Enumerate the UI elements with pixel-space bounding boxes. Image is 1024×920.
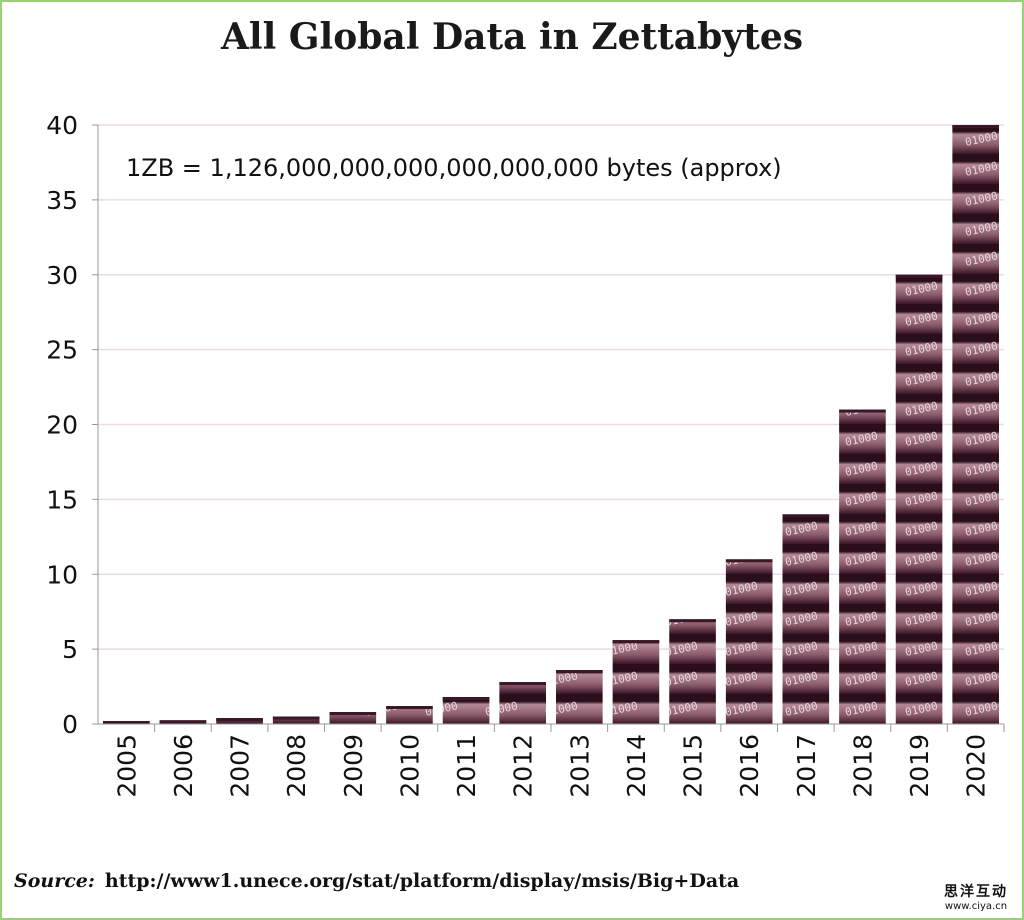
source-label: Source: [14,870,95,892]
watermark-line1: 思洋互动 [944,884,1008,900]
bar-chart: 01000 0510152025303540200520062007200820… [46,111,1005,798]
x-tick-label: 2018 [848,734,877,798]
x-tick-label: 2008 [282,734,311,798]
bar-2012 [499,682,546,724]
bar-2013 [556,670,603,724]
bar-top-2016 [725,559,773,563]
watermark: 思洋互动 www.ciya.cn [944,881,1008,912]
bar-top-2012 [499,682,546,686]
bar-top-2018 [839,409,886,413]
y-tick-label: 40 [46,111,78,140]
x-tick-label: 2014 [622,734,651,798]
x-tick-label: 2020 [962,734,991,798]
bar-top-2008 [272,716,320,720]
y-tick-label: 10 [46,560,78,589]
bar-top-2005 [103,721,150,725]
bar-top-2015 [669,619,716,623]
watermark-line2: www.ciya.cn [944,901,1008,912]
bar-2018 [839,409,886,724]
chart-title: All Global Data in Zettabytes [220,16,804,58]
bar-2014 [612,640,660,724]
x-tick-label: 2012 [509,734,538,798]
annotation: 1ZB = 1,126,000,000,000,000,000,000 byte… [126,154,782,182]
bar-2016 [725,559,773,724]
bar-top-2020 [952,125,999,128]
bar-2011 [442,697,490,724]
y-tick-label: 15 [46,485,78,514]
bar-2008 [272,716,320,724]
bar-top-2013 [556,670,603,674]
y-tick-label: 20 [46,411,78,440]
x-tick-label: 2017 [792,734,821,798]
bar-2009 [329,712,377,724]
x-tick-label: 2005 [112,734,141,798]
x-tick-label: 2016 [735,734,764,798]
x-tick-label: 2010 [395,734,424,798]
y-tick-label: 5 [62,635,78,664]
bar-top-2011 [442,697,490,701]
bar-top-2014 [612,640,660,644]
x-tick-label: 2007 [226,734,255,798]
y-tick-label: 35 [46,186,78,215]
bar-2010 [386,706,433,724]
y-tick-label: 25 [46,336,78,365]
bar-2017 [782,514,830,724]
y-tick-label: 30 [46,261,78,290]
x-tick-label: 2011 [452,734,481,798]
x-tick-label: 2013 [565,734,594,798]
bar-2015 [669,619,716,724]
bar-top-2019 [895,274,943,278]
bar-2019 [895,274,943,724]
bar-2020 [952,125,999,724]
bar-top-2006 [159,720,207,724]
source-note: Source: http://www1.unece.org/stat/platfo… [14,870,739,892]
x-tick-label: 2006 [169,734,198,798]
bar-top-2007 [216,718,263,722]
bar-top-2017 [782,514,830,518]
bar-top-2010 [386,706,433,710]
bar-top-2009 [329,712,377,716]
source-url[interactable]: http://www1.unece.org/stat/platform/disp… [104,870,740,892]
x-tick-label: 2019 [905,734,934,798]
x-tick-label: 2009 [339,734,368,798]
x-tick-label: 2015 [679,734,708,798]
y-tick-label: 0 [62,710,78,739]
